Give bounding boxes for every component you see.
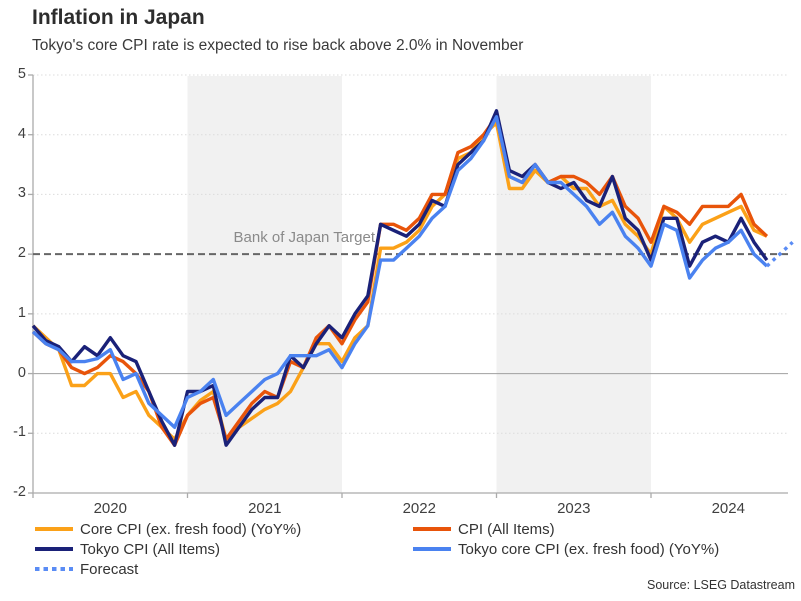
y-tick-label--1: -1 (13, 424, 26, 441)
series-line-tokyo-core-cpi-ex-fresh-food-yoy (31, 115, 769, 429)
series-line-cpi-all-items (31, 115, 769, 447)
legend-label-tokyo-core: Tokyo core CPI (ex. fresh food) (YoY%) (458, 540, 720, 558)
legend-label-core-cpi: Core CPI (ex. fresh food) (YoY%) (80, 520, 302, 538)
legend-item-forecast: Forecast (35, 559, 138, 579)
legend-item-tokyo-cpi: Tokyo CPI (All Items) (35, 539, 220, 559)
legend-label-cpi-all: CPI (All Items) (458, 520, 555, 538)
legend-swatch-cpi-all (413, 526, 451, 532)
y-tick-label-3: 3 (17, 185, 26, 202)
x-tick-label-2022: 2022 (402, 500, 436, 517)
x-tick-label-2021: 2021 (248, 500, 282, 517)
y-tick-label-4: 4 (17, 125, 26, 142)
x-tick-label-2023: 2023 (557, 500, 591, 517)
boj-target-annotation: Bank of Japan Target (233, 229, 376, 246)
legend-swatch-tokyo-core (413, 546, 451, 552)
axis-lines (32, 75, 788, 494)
page-title: Inflation in Japan (32, 6, 205, 29)
y-tick-label--2: -2 (13, 484, 26, 500)
series-line-tokyo-cpi-all-items (31, 109, 769, 447)
y-tick-label-0: 0 (17, 364, 26, 381)
series-line-forecast (765, 240, 794, 268)
shaded-band-2023 (496, 76, 651, 493)
chart-subtitle: Tokyo's core CPI rate is expected to ris… (32, 37, 524, 54)
legend-swatch-tokyo-cpi (35, 546, 73, 552)
legend-swatch-core-cpi (35, 526, 73, 532)
y-tick-label-2: 2 (17, 245, 26, 262)
source-credit: Source: LSEG Datastream (647, 578, 795, 592)
x-tick-label-2020: 2020 (93, 500, 127, 517)
shaded-band-2021 (187, 76, 342, 493)
legend-swatch-forecast (35, 566, 73, 572)
legend-item-tokyo-core: Tokyo core CPI (ex. fresh food) (YoY%) (413, 539, 719, 559)
x-tick-label-2024: 2024 (711, 500, 745, 517)
legend-item-cpi-all: CPI (All Items) (413, 519, 555, 539)
legend-item-core-cpi: Core CPI (ex. fresh food) (YoY%) (35, 519, 301, 539)
y-tick-label-5: 5 (17, 66, 26, 82)
y-tick-label-1: 1 (17, 304, 26, 321)
legend-label-tokyo-cpi: Tokyo CPI (All Items) (80, 540, 221, 558)
legend-label-forecast: Forecast (80, 560, 139, 578)
